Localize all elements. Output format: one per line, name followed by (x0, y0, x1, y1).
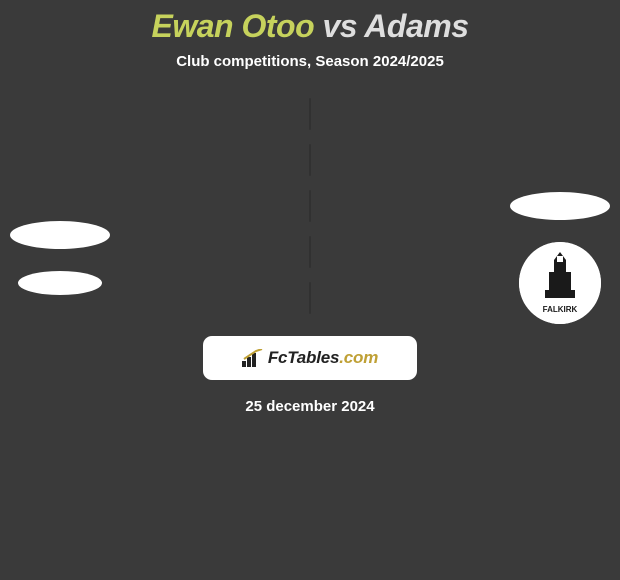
falkirk-badge-icon: FALKIRK (519, 242, 601, 324)
player2-name: Adams (364, 8, 468, 44)
comparison-title: Ewan Otoo vs Adams (0, 8, 620, 45)
left-badge-col (0, 216, 120, 300)
brand-name: FcTables (268, 348, 339, 367)
left-ellipses (10, 221, 110, 295)
bar-min-per-goal: Min per goal 1035 (309, 282, 311, 314)
bar-goals-per-match: Goals per match 0.09 (309, 236, 311, 268)
brand-box: FcTables.com (203, 336, 417, 380)
right-badge-col: FALKIRK (500, 216, 620, 300)
bar-label: Min per goal (309, 282, 311, 314)
bar-label: Hattricks (309, 198, 311, 215)
bar-matches: Matches 23 (309, 98, 311, 130)
report-date: 25 december 2024 (0, 398, 620, 415)
brand-text: FcTables.com (268, 348, 378, 368)
player1-name: Ewan Otoo (152, 8, 315, 44)
badge-text: FALKIRK (543, 305, 578, 314)
left-ellipse-1 (10, 221, 110, 249)
subtitle: Club competitions, Season 2024/2025 (0, 53, 620, 70)
left-ellipse-2 (17, 271, 103, 295)
vs-text: vs (323, 8, 358, 44)
stat-bars: Matches 23 Goals 2 Hattricks 0 Goals per… (140, 98, 480, 314)
brand-domain: .com (339, 348, 378, 367)
right-stack: FALKIRK (510, 192, 610, 324)
bar-goals: Goals 2 (309, 144, 311, 176)
bar-label: Goals (309, 152, 311, 169)
brand-chart-icon (242, 349, 264, 367)
bar-label: Matches (309, 106, 311, 123)
right-ellipse (510, 192, 610, 220)
club-badge: FALKIRK (519, 242, 601, 324)
bar-hattricks: Hattricks 0 (309, 190, 311, 222)
bar-label: Goals per match (309, 236, 311, 268)
